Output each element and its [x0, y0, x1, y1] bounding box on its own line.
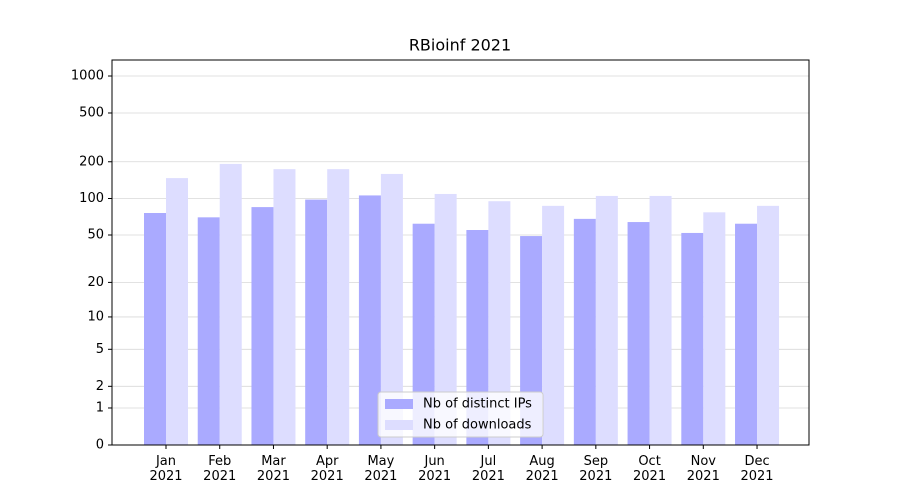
- bar: [327, 169, 350, 445]
- chart-title: RBioinf 2021: [409, 36, 511, 55]
- bar: [434, 193, 457, 445]
- bar: [219, 163, 242, 446]
- x-tick-label: Aug 2021: [525, 454, 559, 484]
- x-tick-label: Jan 2021: [149, 454, 183, 484]
- bar: [251, 207, 274, 445]
- y-tick-label: 500: [79, 105, 104, 120]
- y-tick-label: 100: [79, 191, 104, 206]
- bar: [273, 169, 296, 445]
- legend-swatch: [385, 399, 413, 409]
- y-tick-label: 50: [87, 228, 104, 243]
- y-tick-label: 20: [87, 275, 104, 290]
- bar: [305, 199, 328, 445]
- x-tick-label: Oct 2021: [633, 454, 667, 484]
- bar: [681, 232, 704, 445]
- bar: [542, 205, 565, 445]
- y-tick-label: 10: [87, 309, 104, 324]
- bar: [466, 230, 489, 445]
- y-tick-label: 5: [96, 342, 104, 357]
- y-tick-label: 2: [96, 379, 104, 394]
- legend-label: Nb of distinct IPs: [423, 397, 532, 412]
- bar: [144, 213, 166, 445]
- x-tick-label: Jul 2021: [471, 454, 505, 484]
- bar: [412, 223, 435, 445]
- y-tick-label: 1000: [71, 69, 104, 84]
- y-tick-label: 0: [96, 438, 104, 453]
- x-tick-label: Mar 2021: [256, 454, 290, 484]
- bar: [735, 223, 758, 445]
- x-tick-label: Feb 2021: [203, 454, 237, 484]
- bar: [573, 218, 596, 445]
- bar: [595, 195, 618, 445]
- bar: [166, 178, 188, 445]
- bar: [380, 173, 403, 446]
- x-tick-label: Sep 2021: [579, 454, 613, 484]
- bar: [197, 217, 220, 445]
- bar: [488, 201, 511, 445]
- x-tick-label: Dec 2021: [740, 454, 774, 484]
- bar: [358, 195, 381, 445]
- legend-box: [377, 391, 544, 438]
- legend-label: Nb of downloads: [423, 418, 532, 433]
- x-tick-label: Apr 2021: [310, 454, 344, 484]
- legend-swatch: [385, 420, 413, 430]
- bar: [627, 222, 650, 445]
- y-tick-label: 200: [79, 154, 104, 169]
- bar: [649, 195, 672, 445]
- bar: [703, 212, 726, 445]
- bar: [757, 205, 780, 445]
- x-tick-label: May 2021: [364, 454, 398, 484]
- x-tick-label: Jun 2021: [418, 454, 452, 484]
- y-tick-label: 1: [96, 400, 104, 415]
- plot-frame: [111, 59, 810, 446]
- x-tick-label: Nov 2021: [686, 454, 720, 484]
